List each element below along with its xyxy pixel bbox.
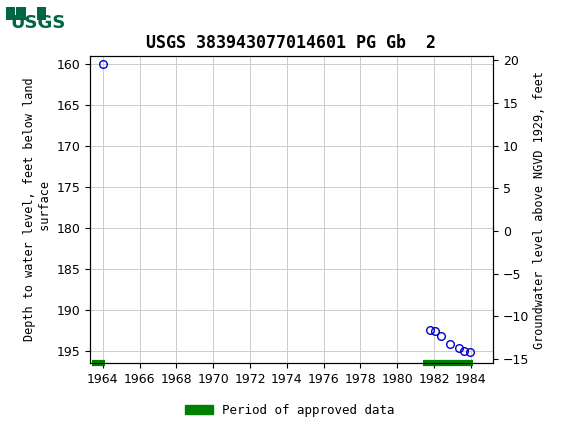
Y-axis label: Depth to water level, feet below land
 surface: Depth to water level, feet below land su…	[23, 78, 52, 341]
Bar	[37, 7, 46, 20]
Bar	[16, 7, 26, 20]
Y-axis label: Groundwater level above NGVD 1929, feet: Groundwater level above NGVD 1929, feet	[533, 71, 546, 349]
Text: USGS: USGS	[107, 15, 154, 30]
Legend: Period of approved data: Period of approved data	[180, 399, 400, 421]
Text: USGS: USGS	[10, 14, 66, 31]
Title: USGS 383943077014601 PG Gb  2: USGS 383943077014601 PG Gb 2	[147, 34, 437, 52]
Bar	[27, 7, 36, 20]
Bar	[6, 7, 15, 20]
FancyBboxPatch shape	[6, 3, 99, 42]
